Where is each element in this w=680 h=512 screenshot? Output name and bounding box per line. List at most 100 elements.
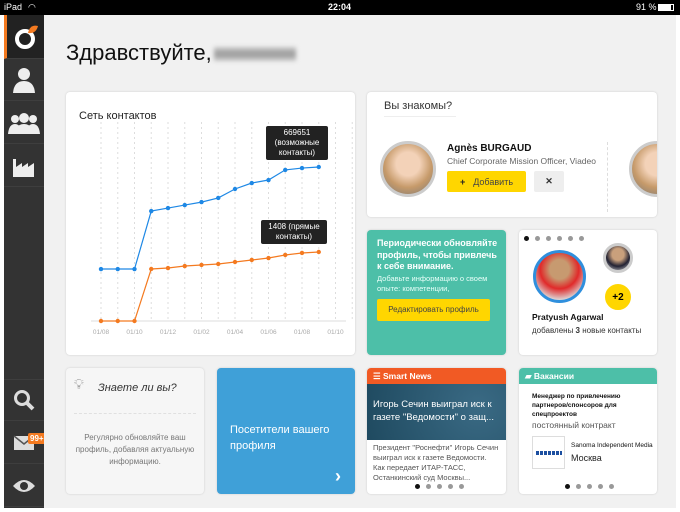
x-tick-label: 01/08 (294, 329, 311, 336)
greeting: Здравствуйте, (66, 40, 296, 66)
data-point (266, 255, 271, 261)
company-logo (532, 436, 565, 469)
battery-icon (658, 4, 674, 11)
add-label: Добавить (473, 176, 514, 187)
x-tick-label: 01/04 (227, 329, 244, 336)
profile-visitors-card[interactable]: Посетители вашего профиля › (217, 368, 355, 494)
greeting-text: Здравствуйте, (66, 40, 212, 65)
avatar-next[interactable] (629, 141, 657, 197)
company-info: Sanoma Independent Media Москва (571, 442, 653, 464)
data-point (283, 167, 288, 173)
data-point (165, 205, 171, 211)
network-title: Сеть контактов (79, 110, 157, 122)
job-title[interactable]: Менеджер по привлечению партнеров/спонсо… (532, 393, 621, 418)
mail-icon[interactable]: 99+ (4, 422, 46, 464)
x-tick-label: 01/10 (327, 329, 344, 336)
contacts-icon[interactable] (4, 102, 44, 144)
company-row: Sanoma Independent Media Москва (532, 436, 653, 469)
data-point (249, 180, 254, 186)
know-text: Регулярно обновляйте ваш профиль, добавл… (75, 433, 195, 466)
data-point (132, 266, 137, 272)
data-point (216, 195, 221, 201)
job-body: Менеджер по привлечению партнеров/спонсо… (519, 384, 657, 469)
new-contacts-card[interactable]: +2 Pratyush Agarwal добавлены 3 новые ко… (519, 230, 657, 355)
news-headline[interactable]: Игорь Сечин выиграл иск к газете "Ведомо… (367, 384, 506, 440)
data-point (283, 252, 288, 258)
data-point (132, 318, 137, 324)
dismiss-button[interactable]: ✕ (534, 171, 564, 192)
x-tick-label: 01/06 (260, 329, 277, 336)
data-point (316, 249, 321, 255)
jobs-header-label: Вакансии (533, 371, 575, 381)
network-chart: 01/08 01/10 01/12 01/02 01/04 01/06 01/08 01/10 (91, 122, 353, 336)
data-point (316, 164, 321, 170)
data-point (98, 266, 104, 272)
person-info: Agnès BURGAUD Chief Corporate Mission Of… (447, 142, 602, 192)
data-point (232, 259, 238, 265)
carousel-dots[interactable] (415, 484, 464, 489)
data-point (149, 208, 154, 214)
tooltip-direct: 1408 (прямые контакты) (261, 220, 327, 244)
tooltip-possible: 669651 (возможные контакты) (266, 126, 328, 160)
series-line (101, 166, 319, 270)
contact-info: Pratyush Agarwal добавлены 3 новые конта… (532, 311, 654, 336)
divider (74, 413, 196, 414)
smart-news-card[interactable]: ☰ Smart News Игорь Сечин выиграл иск к г… (367, 368, 506, 494)
avatar-small[interactable] (603, 243, 633, 273)
person-actions: + Добавить ✕ (447, 171, 602, 192)
news-header-label: Smart News (382, 371, 432, 381)
pymk-card: Вы знакомы? Agnès BURGAUD Chief Corporat… (367, 92, 657, 217)
redacted-name (213, 47, 296, 62)
tip-card: Периодически обновляйте профиль, чтобы п… (367, 230, 506, 355)
data-point (115, 266, 120, 272)
chevron-right-icon[interactable]: › (335, 466, 341, 486)
job-type: постоянный контракт (532, 420, 616, 430)
more-count-badge[interactable]: +2 (603, 282, 633, 312)
pymk-title: Вы знакомы? (384, 100, 456, 117)
jobs-header: ▰ Вакансии (519, 368, 657, 384)
mail-badge: 99+ (28, 433, 46, 444)
list-icon: ☰ (373, 371, 383, 381)
data-point (182, 263, 187, 269)
wifi-icon: ◠ (28, 2, 36, 12)
plus-icon: + (459, 176, 466, 187)
data-point (216, 261, 221, 267)
data-point (182, 202, 187, 208)
visitors-title: Посетители вашего профиля (230, 424, 330, 452)
x-tick-label: 01/02 (193, 329, 210, 336)
job-city: Москва (571, 452, 602, 463)
data-point (299, 165, 305, 171)
battery-label: 91 % (636, 2, 657, 12)
tip-text: Добавьте информацию о своем опыте: компе… (377, 273, 488, 293)
edit-profile-button[interactable]: Редактировать профиль (377, 298, 490, 321)
divider (607, 142, 608, 212)
data-point (199, 262, 204, 268)
person-name[interactable]: Agnès BURGAUD (447, 143, 532, 154)
sidebar: 99+ (4, 15, 46, 508)
network-card[interactable]: Сеть контактов 01/08 01/10 01/12 01/02 01/04… (66, 92, 355, 355)
data-point (149, 266, 154, 272)
tip-title: Периодически обновляйте профиль, чтобы п… (377, 238, 498, 271)
jobs-card[interactable]: ▰ Вакансии Менеджер по привлечению партн… (519, 368, 657, 494)
contacts-text-b: новые контакты (580, 326, 642, 335)
did-you-know-card: 💡︎ Знаете ли вы? Регулярно обновляйте ва… (66, 368, 204, 494)
company-icon[interactable] (4, 145, 44, 187)
search-icon[interactable] (4, 379, 44, 421)
x-tick-label: 01/10 (126, 329, 143, 336)
carousel-dots[interactable] (565, 484, 614, 489)
avatar[interactable] (380, 141, 436, 197)
data-point (232, 186, 238, 192)
carousel-dots[interactable] (524, 236, 584, 241)
contacts-count: 3 (575, 326, 580, 335)
person-role: Chief Corporate Mission Officer, Viadeo (447, 156, 596, 166)
profile-icon[interactable] (4, 59, 44, 101)
data-point (115, 318, 120, 324)
data-point (199, 199, 204, 205)
logo-icon[interactable] (4, 15, 44, 59)
add-button[interactable]: + Добавить (447, 171, 526, 192)
contact-name[interactable]: Pratyush Agarwal (532, 312, 604, 322)
contacts-text: добавлены 3 новые контакты (532, 325, 654, 336)
eye-icon[interactable] (4, 465, 44, 507)
x-tick-label: 01/08 (93, 329, 110, 336)
avatar[interactable] (533, 250, 586, 303)
